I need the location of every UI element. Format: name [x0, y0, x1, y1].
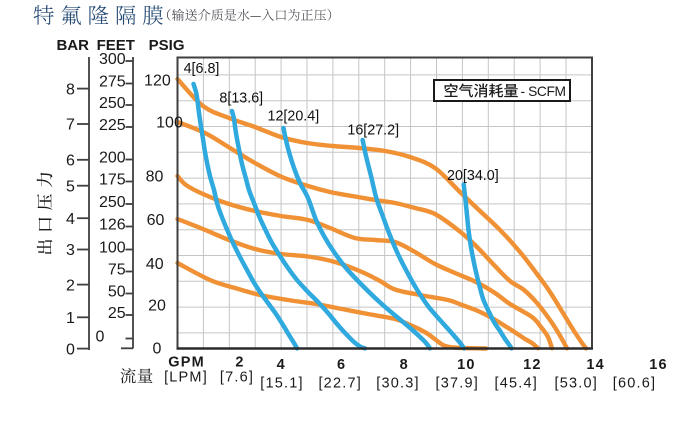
svg-text:4[6.8]: 4[6.8] [184, 61, 220, 77]
svg-text:4: 4 [277, 357, 286, 373]
svg-text:2: 2 [235, 355, 244, 371]
svg-text:[45.4]: [45.4] [495, 376, 538, 392]
svg-text:225: 225 [99, 117, 126, 134]
svg-text:[7.6]: [7.6] [220, 369, 254, 385]
svg-text:25: 25 [108, 305, 126, 322]
svg-text:80: 80 [146, 169, 164, 186]
svg-text:50: 50 [108, 284, 126, 301]
svg-text:126: 126 [99, 217, 126, 234]
svg-text:200: 200 [99, 150, 126, 167]
svg-text:[37.9]: [37.9] [436, 376, 479, 392]
svg-text:GPM: GPM [168, 355, 205, 371]
svg-text:[53.0]: [53.0] [555, 376, 598, 392]
svg-text:16: 16 [649, 357, 668, 373]
svg-text:5: 5 [66, 178, 75, 195]
svg-text:[15.1]: [15.1] [260, 376, 303, 392]
svg-text:[30.3]: [30.3] [376, 376, 419, 392]
svg-text:0: 0 [153, 341, 162, 358]
svg-text:100: 100 [99, 240, 126, 257]
svg-text:1: 1 [66, 310, 75, 327]
svg-text:- SCFM: - SCFM [521, 84, 566, 99]
svg-text:[LPM]: [LPM] [164, 369, 208, 385]
svg-text:3: 3 [66, 242, 75, 259]
svg-text:175: 175 [99, 172, 126, 189]
svg-text:20: 20 [148, 298, 166, 315]
svg-text:8: 8 [66, 81, 75, 98]
svg-text:8[13.6]: 8[13.6] [219, 91, 263, 107]
svg-text:20[34.0]: 20[34.0] [447, 168, 499, 184]
svg-text:7: 7 [66, 117, 75, 134]
svg-text:275: 275 [99, 74, 126, 91]
svg-text:4: 4 [66, 211, 75, 228]
svg-text:2: 2 [66, 277, 75, 294]
svg-text:250: 250 [99, 194, 126, 211]
svg-text:120: 120 [144, 73, 171, 90]
svg-text:FEET: FEET [97, 37, 135, 54]
svg-text:[22.7]: [22.7] [318, 376, 361, 392]
svg-text:6: 6 [337, 357, 346, 373]
svg-text:BAR: BAR [56, 37, 89, 54]
svg-text:14: 14 [586, 357, 605, 373]
svg-text:12[20.4]: 12[20.4] [268, 109, 320, 125]
svg-text:40: 40 [146, 256, 164, 273]
svg-text:8: 8 [400, 357, 409, 373]
svg-text:10: 10 [457, 357, 476, 373]
svg-text:250: 250 [99, 95, 126, 112]
svg-text:12: 12 [523, 357, 542, 373]
svg-text:[60.6]: [60.6] [613, 376, 656, 392]
svg-text:6: 6 [66, 153, 75, 170]
svg-text:60: 60 [147, 212, 165, 229]
svg-text:16[27.2]: 16[27.2] [347, 123, 399, 139]
svg-text:300: 300 [99, 51, 126, 68]
svg-text:0: 0 [66, 341, 75, 358]
svg-text:0: 0 [96, 329, 105, 346]
svg-text:PSIG: PSIG [149, 37, 185, 54]
svg-text:75: 75 [108, 262, 126, 279]
svg-text:100: 100 [156, 114, 183, 131]
